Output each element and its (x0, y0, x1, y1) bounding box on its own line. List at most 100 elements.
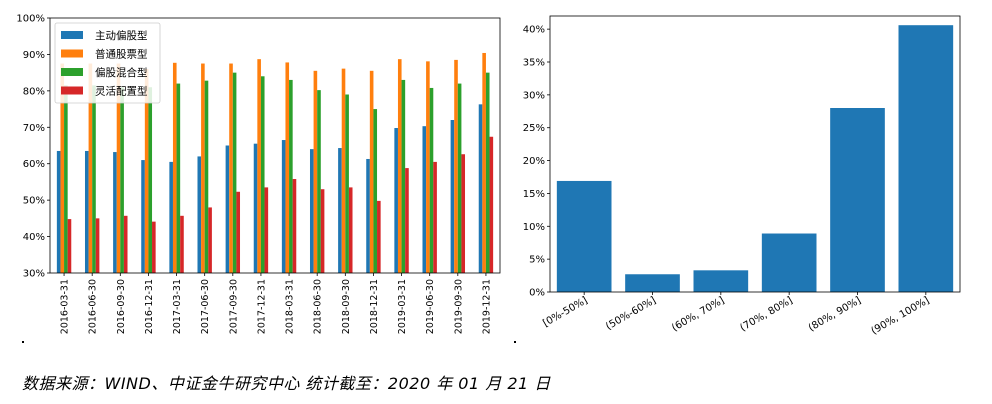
bar-3-14 (461, 154, 466, 273)
bar-3-6 (236, 191, 241, 273)
bar-1-7 (257, 59, 261, 273)
x-tick-label: 2018-12-31 (369, 279, 380, 334)
bar-0-5 (197, 156, 202, 273)
bar-0-6 (225, 145, 230, 273)
y-tick-label: 30% (23, 269, 45, 280)
bar-3-2 (123, 215, 128, 273)
bar-2-9 (317, 90, 321, 273)
bar-0-1 (84, 150, 89, 273)
bar-1-10 (341, 68, 346, 273)
x-tick-label: 2016-09-30 (116, 279, 127, 334)
bar-0-3 (141, 160, 145, 273)
bar-4 (830, 108, 885, 292)
bar-2-3 (148, 87, 153, 273)
bar-1-2 (116, 63, 121, 274)
x-tick-label: 2017-06-30 (200, 279, 211, 334)
bar-1-12 (397, 59, 402, 273)
bar-2-5 (204, 80, 209, 274)
bar-0-0 (56, 150, 61, 273)
y-tick-label: 80% (23, 86, 45, 97)
bar-5 (898, 25, 954, 292)
bar-0-13 (422, 126, 427, 273)
x-tick-label: 2016-12-31 (144, 279, 155, 334)
bar-1-4 (172, 62, 177, 273)
bar-0-4 (169, 161, 173, 273)
bar-3-7 (264, 187, 269, 273)
y-tick-label: 40% (23, 232, 45, 243)
bar-0-9 (309, 149, 314, 273)
legend-swatch-2 (61, 68, 83, 76)
bar-3-9 (320, 189, 325, 273)
y-tick-label: 25% (523, 123, 545, 134)
bar-3-8 (292, 179, 297, 273)
x-tick-label: 2019-12-31 (481, 279, 492, 334)
bar-1-5 (201, 63, 205, 274)
x-tick-label: 2016-06-30 (88, 279, 99, 334)
bar-1-1 (88, 63, 93, 274)
y-tick-label: 40% (523, 25, 545, 36)
bar-2-7 (260, 76, 265, 274)
decor-dot-right (514, 341, 516, 343)
bar-2-11 (373, 109, 378, 273)
y-tick-label: 10% (523, 222, 545, 233)
bar-2-10 (345, 94, 349, 273)
bar-2-6 (232, 72, 237, 274)
bar-3-15 (489, 136, 494, 273)
bar-3-5 (208, 207, 212, 273)
y-tick-label: 35% (523, 58, 545, 69)
decor-dot-left (22, 341, 24, 343)
x-tick-label: 2017-03-31 (172, 279, 183, 334)
bar-3-13 (433, 161, 437, 273)
x-tick-label: 2019-06-30 (425, 279, 436, 334)
bar-2-12 (401, 79, 406, 273)
bar-0-7 (253, 143, 258, 273)
legend-swatch-0 (61, 31, 83, 39)
x-tick-label: (60%, 70%] (670, 295, 726, 334)
bar-1-11 (369, 70, 374, 273)
bar-0-2 (113, 152, 117, 273)
bar-0-11 (366, 158, 370, 273)
bar-2 (693, 270, 749, 292)
bar-3-10 (348, 187, 353, 273)
bar-1-9 (313, 70, 318, 273)
bar-3-11 (377, 200, 381, 273)
y-tick-label: 70% (23, 123, 45, 134)
x-tick-label: 2019-09-30 (453, 279, 464, 334)
bar-2-2 (120, 87, 124, 273)
bar-0-15 (478, 104, 483, 273)
fund-equity-ratio-chart: 30% 40% 50% 60% 70% 80% 90% 100% 2016-03-31 2016-… (16, 14, 501, 334)
legend-box (54, 22, 161, 104)
y-tick-label: 0% (529, 288, 545, 299)
bar-2-8 (289, 79, 293, 273)
bar-1-8 (285, 62, 290, 273)
x-tick-label: (90%, 100%] (870, 295, 932, 337)
bar-3 (761, 233, 817, 292)
y-tick-label: 60% (23, 159, 45, 170)
x-tick-label: 2018-06-30 (313, 279, 324, 334)
source-note: 数据来源：WIND、中证金牛研究中心 统计截至：2020 年 01 月 21 日 (22, 374, 551, 393)
x-tick-label: 2018-09-30 (341, 279, 352, 334)
bar-3-0 (67, 219, 72, 273)
plot-frame (549, 15, 961, 293)
plot-frame (49, 17, 501, 274)
legend-swatch-3 (61, 86, 83, 95)
bar-1-14 (454, 59, 458, 274)
bar-0-14 (450, 120, 455, 273)
y-tick-label: 100% (16, 14, 45, 25)
bar-2-13 (429, 87, 434, 273)
bar-2-14 (457, 83, 462, 273)
y-tick-label: 30% (523, 90, 545, 101)
legend-label-2: 偏股混合型 (95, 66, 148, 79)
bar-2-15 (485, 72, 490, 274)
y-tick-label: 90% (23, 50, 45, 61)
bar-3-3 (152, 221, 156, 273)
bar-2-1 (92, 85, 96, 274)
x-tick-label: (80%, 90%] (807, 295, 863, 334)
bar-0-10 (338, 148, 342, 273)
y-tick-label: 50% (23, 196, 45, 207)
bar-0 (556, 180, 612, 292)
x-tick-label: 2019-03-31 (397, 279, 408, 334)
fund-distribution-chart: 0% 5% 10% 15% 20% 25% 30% 35% 40% [0%-50%] (50%-60… (523, 15, 961, 337)
x-tick-label: 2017-09-30 (228, 279, 239, 334)
